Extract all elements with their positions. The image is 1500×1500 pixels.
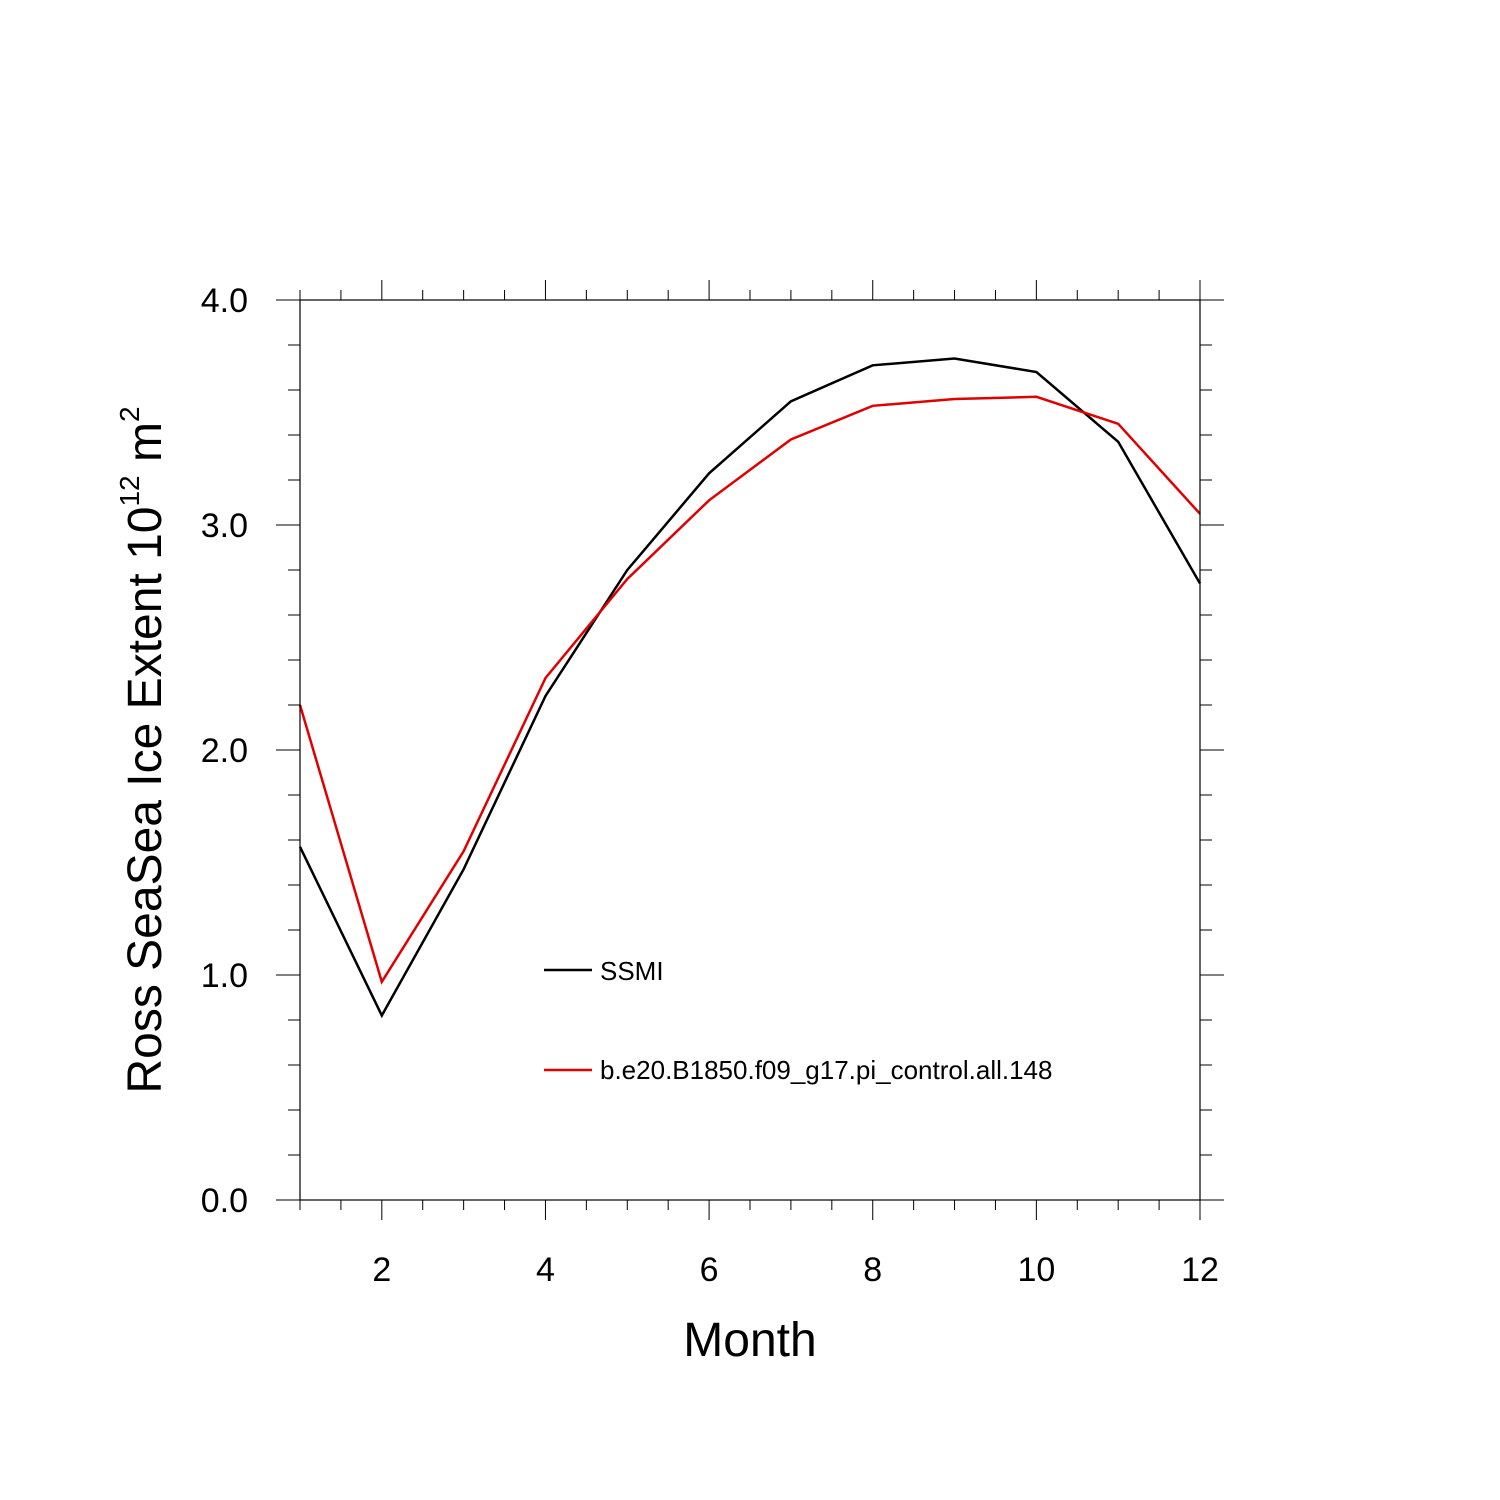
- y-tick-label: 3.0: [201, 507, 248, 545]
- tick-labels: 2 4 6 8 10 12 0.0 1.0 2.0 3.0 4.0: [201, 282, 1219, 1289]
- series-lines: [298, 357, 1202, 1019]
- y-axis-title-unit: m: [119, 422, 172, 475]
- legend-label-model: b.e20.B1850.f09_g17.pi_control.all.148: [600, 1055, 1052, 1085]
- y-tick-label: 4.0: [201, 282, 248, 320]
- y-axis-title: Ross SeaSea Ice Extent 1012 m2: [114, 406, 172, 1093]
- legend-label-ssmi: SSMI: [600, 956, 664, 986]
- x-tick-label: 12: [1181, 1251, 1219, 1289]
- y-tick-label: 0.0: [201, 1182, 248, 1220]
- y-tick-label: 2.0: [201, 732, 248, 770]
- x-axis-title: Month: [683, 1314, 816, 1367]
- y-axis-title-main: Ross SeaSea Ice Extent 10: [119, 507, 172, 1094]
- y-axis-title-unit-exponent: 2: [114, 406, 145, 422]
- x-tick-label: 4: [536, 1251, 555, 1289]
- y-axis-title-exponent: 12: [114, 475, 145, 506]
- legend: SSMI b.e20.B1850.f09_g17.pi_control.all.…: [544, 956, 1052, 1085]
- axis-ticks: [276, 280, 1224, 1220]
- y-tick-label: 1.0: [201, 957, 248, 995]
- x-tick-label: 8: [863, 1251, 882, 1289]
- series-line-model: [298, 395, 1201, 985]
- x-tick-label: 10: [1017, 1251, 1055, 1289]
- x-tick-label: 2: [372, 1251, 391, 1289]
- series-line-ssmi: [298, 357, 1202, 1019]
- x-tick-label: 6: [700, 1251, 719, 1289]
- plot-frame: [299, 299, 1201, 1201]
